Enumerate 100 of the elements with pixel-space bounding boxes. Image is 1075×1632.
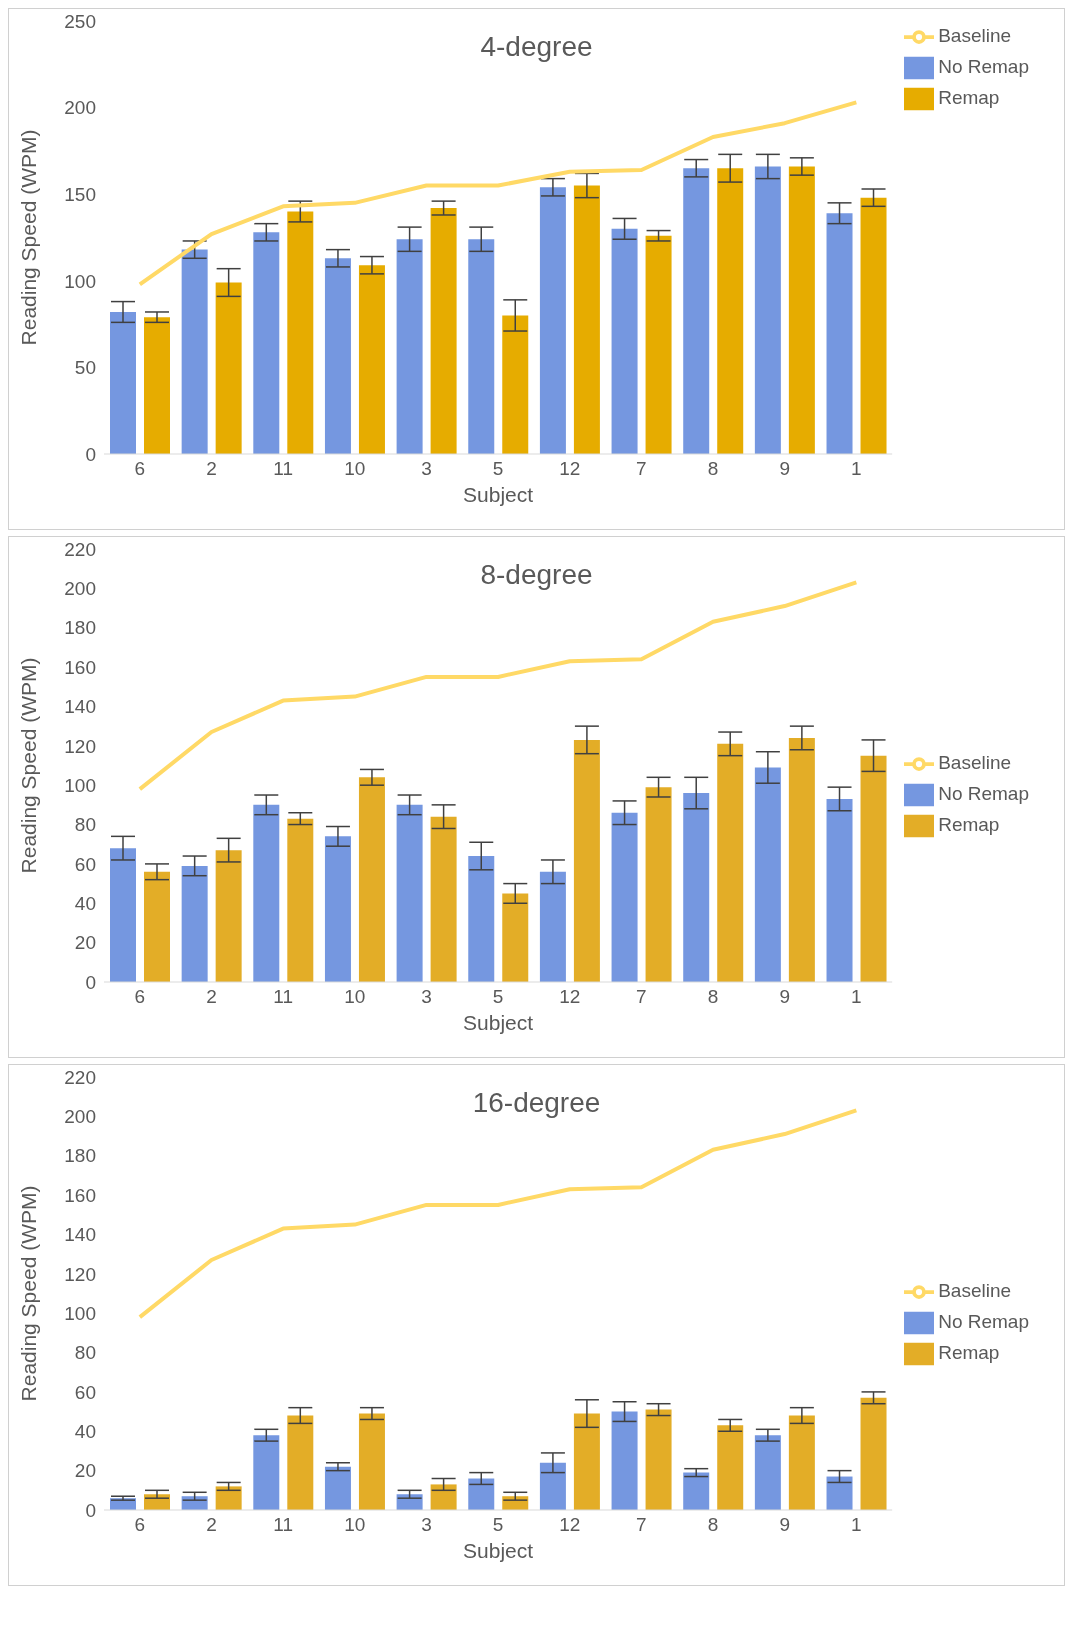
bar bbox=[215, 1486, 242, 1510]
bar bbox=[358, 265, 385, 454]
legend-label: No Remap bbox=[938, 783, 1029, 804]
x-tick-label: 6 bbox=[134, 986, 146, 1008]
x-tick-label: 9 bbox=[779, 986, 790, 1008]
bar bbox=[502, 893, 529, 982]
bar bbox=[754, 166, 781, 454]
y-tick-label: 250 bbox=[64, 10, 96, 32]
bar bbox=[683, 168, 710, 454]
chart-title: 16-degree bbox=[472, 1087, 601, 1118]
x-tick-label: 10 bbox=[344, 458, 366, 480]
y-tick-label: 80 bbox=[74, 1342, 96, 1364]
x-tick-label: 9 bbox=[779, 458, 790, 480]
bar bbox=[181, 249, 208, 454]
bar bbox=[253, 804, 280, 982]
chart-title: 8-degree bbox=[480, 559, 593, 590]
y-tick-label: 0 bbox=[85, 443, 96, 465]
x-tick-label: 1 bbox=[851, 986, 862, 1008]
x-tick-label: 3 bbox=[421, 458, 432, 480]
bar bbox=[754, 767, 781, 982]
y-axis-title: Reading Speed (WPM) bbox=[17, 657, 41, 874]
bar bbox=[788, 1415, 815, 1510]
bar bbox=[788, 737, 815, 982]
y-tick-label: 80 bbox=[74, 814, 96, 836]
x-tick-label: 2 bbox=[206, 986, 217, 1008]
bar bbox=[717, 168, 744, 454]
bar bbox=[754, 1435, 781, 1510]
y-tick-label: 140 bbox=[64, 1224, 96, 1246]
x-tick-label: 1 bbox=[851, 1514, 862, 1536]
bar bbox=[788, 166, 815, 454]
bar bbox=[468, 239, 495, 454]
bar bbox=[860, 755, 887, 982]
bar bbox=[430, 208, 457, 454]
bar bbox=[144, 871, 170, 982]
bar bbox=[826, 1476, 853, 1510]
bar bbox=[611, 1411, 638, 1510]
bar bbox=[287, 1415, 314, 1510]
bar bbox=[253, 232, 280, 454]
bar bbox=[683, 1472, 710, 1510]
x-tick-label: 10 bbox=[344, 1514, 366, 1536]
y-tick-label: 140 bbox=[64, 696, 96, 718]
bar bbox=[110, 848, 136, 982]
bar bbox=[860, 1397, 887, 1510]
y-tick-label: 160 bbox=[64, 1184, 96, 1206]
bar bbox=[253, 1435, 280, 1510]
bar bbox=[717, 743, 744, 982]
x-axis-title: Subject bbox=[463, 1011, 534, 1034]
x-tick-label: 12 bbox=[559, 986, 581, 1008]
bar bbox=[573, 739, 600, 982]
y-axis-title: Reading Speed (WPM) bbox=[17, 1185, 41, 1402]
bar bbox=[502, 315, 529, 454]
x-tick-label: 3 bbox=[421, 1514, 432, 1536]
x-tick-label: 8 bbox=[707, 986, 719, 1008]
y-tick-label: 120 bbox=[64, 1263, 96, 1285]
bar bbox=[539, 871, 566, 982]
x-tick-label: 12 bbox=[559, 1514, 581, 1536]
x-tick-label: 6 bbox=[134, 1514, 146, 1536]
x-tick-label: 5 bbox=[492, 458, 504, 480]
y-tick-label: 20 bbox=[74, 1460, 96, 1482]
bar bbox=[324, 836, 351, 982]
y-tick-label: 200 bbox=[64, 1106, 96, 1128]
bar bbox=[110, 311, 136, 454]
bar bbox=[181, 865, 208, 982]
y-tick-label: 40 bbox=[74, 1421, 96, 1443]
bar bbox=[287, 211, 314, 454]
y-tick-label: 100 bbox=[64, 1302, 96, 1324]
x-tick-label: 11 bbox=[273, 1514, 293, 1536]
legend-label: Baseline bbox=[938, 1280, 1012, 1302]
legend-label: Baseline bbox=[938, 25, 1012, 46]
x-tick-label: 10 bbox=[344, 986, 366, 1008]
bar bbox=[144, 317, 170, 454]
bar bbox=[683, 793, 710, 982]
y-tick-label: 100 bbox=[64, 270, 96, 292]
x-tick-label: 5 bbox=[492, 1514, 504, 1536]
y-tick-label: 220 bbox=[64, 1066, 96, 1088]
y-tick-label: 60 bbox=[74, 1381, 96, 1403]
y-tick-label: 50 bbox=[74, 357, 96, 379]
bar bbox=[645, 235, 672, 454]
x-tick-label: 8 bbox=[707, 1514, 719, 1536]
y-tick-label: 40 bbox=[74, 893, 96, 915]
x-tick-label: 11 bbox=[273, 458, 293, 480]
y-tick-label: 160 bbox=[64, 656, 96, 678]
x-tick-label: 6 bbox=[134, 458, 146, 480]
x-tick-label: 11 bbox=[273, 986, 293, 1008]
legend-label: Baseline bbox=[938, 752, 1012, 774]
y-tick-label: 180 bbox=[64, 1145, 96, 1167]
bar bbox=[215, 850, 242, 982]
y-tick-label: 180 bbox=[64, 617, 96, 639]
bar bbox=[573, 1413, 600, 1510]
bar bbox=[324, 1466, 351, 1510]
y-tick-label: 20 bbox=[74, 932, 96, 954]
bar bbox=[717, 1425, 744, 1510]
x-tick-label: 7 bbox=[636, 986, 647, 1008]
legend-label: No Remap bbox=[938, 1311, 1029, 1332]
bar bbox=[468, 1478, 495, 1510]
y-tick-label: 200 bbox=[64, 97, 96, 119]
bar bbox=[396, 239, 423, 454]
x-tick-label: 7 bbox=[636, 458, 647, 480]
bar bbox=[645, 787, 672, 982]
y-tick-label: 100 bbox=[64, 774, 96, 796]
